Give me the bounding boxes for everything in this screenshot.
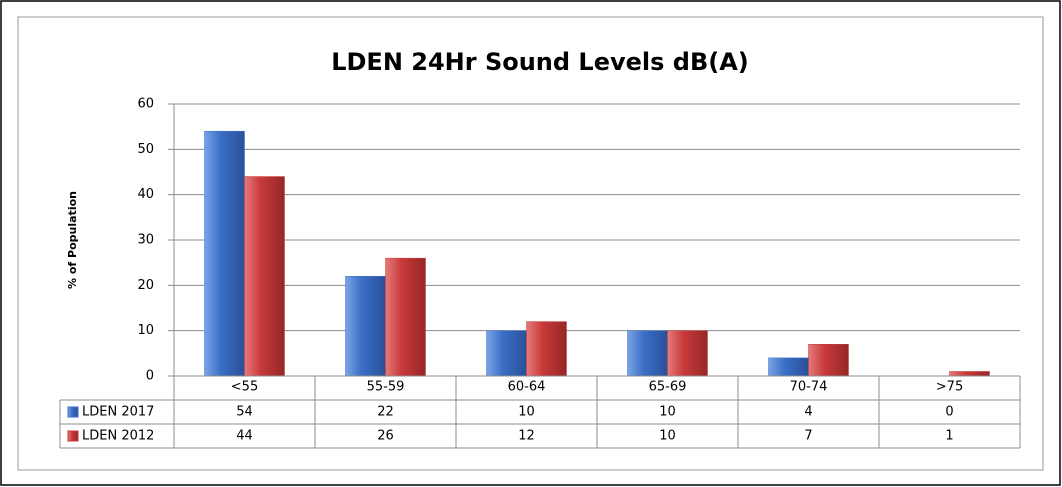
bar (949, 371, 990, 377)
legend-label: LDEN 2012 (82, 429, 154, 444)
y-tick-label: 20 (137, 278, 154, 293)
bar (667, 330, 708, 377)
x-tick-label: 65-69 (649, 380, 687, 395)
y-tick-label: 0 (146, 369, 154, 384)
table-cell: 4 (804, 405, 812, 420)
bar (627, 330, 668, 377)
table-cell: 26 (377, 429, 394, 444)
table-cell: 1 (945, 429, 953, 444)
table-cell: 44 (236, 429, 253, 444)
y-tick-label: 30 (137, 233, 154, 248)
table-cell: 10 (659, 429, 676, 444)
x-tick-label: 70-74 (790, 380, 828, 395)
table-cell: 0 (945, 405, 953, 420)
x-tick-label: 55-59 (367, 380, 405, 395)
y-tick-label: 40 (137, 187, 154, 202)
legend-key (67, 430, 79, 442)
legend-key (67, 406, 79, 418)
x-tick-label: >75 (936, 380, 963, 395)
y-tick-label: 10 (137, 323, 154, 338)
bar (244, 176, 285, 377)
x-tick-label: 60-64 (508, 380, 546, 395)
table-cell: 12 (518, 429, 535, 444)
chart-frame (17, 16, 1044, 471)
bar (768, 357, 809, 377)
table-cell: 54 (236, 405, 253, 420)
bar (385, 257, 426, 377)
table-cell: 22 (377, 405, 394, 420)
bar (345, 276, 386, 377)
bar (204, 130, 245, 377)
y-tick-label: 50 (137, 142, 154, 157)
bar (808, 344, 849, 377)
bar (526, 321, 567, 377)
x-tick-label: <55 (231, 380, 258, 395)
bar (486, 330, 527, 377)
y-tick-label: 60 (137, 97, 154, 112)
chart-title: LDEN 24Hr Sound Levels dB(A) (331, 48, 749, 76)
legend-label: LDEN 2017 (82, 405, 154, 420)
table-cell: 10 (518, 405, 535, 420)
table-cell: 10 (659, 405, 676, 420)
table-cell: 7 (804, 429, 812, 444)
y-axis-label: % of Population (66, 191, 79, 289)
